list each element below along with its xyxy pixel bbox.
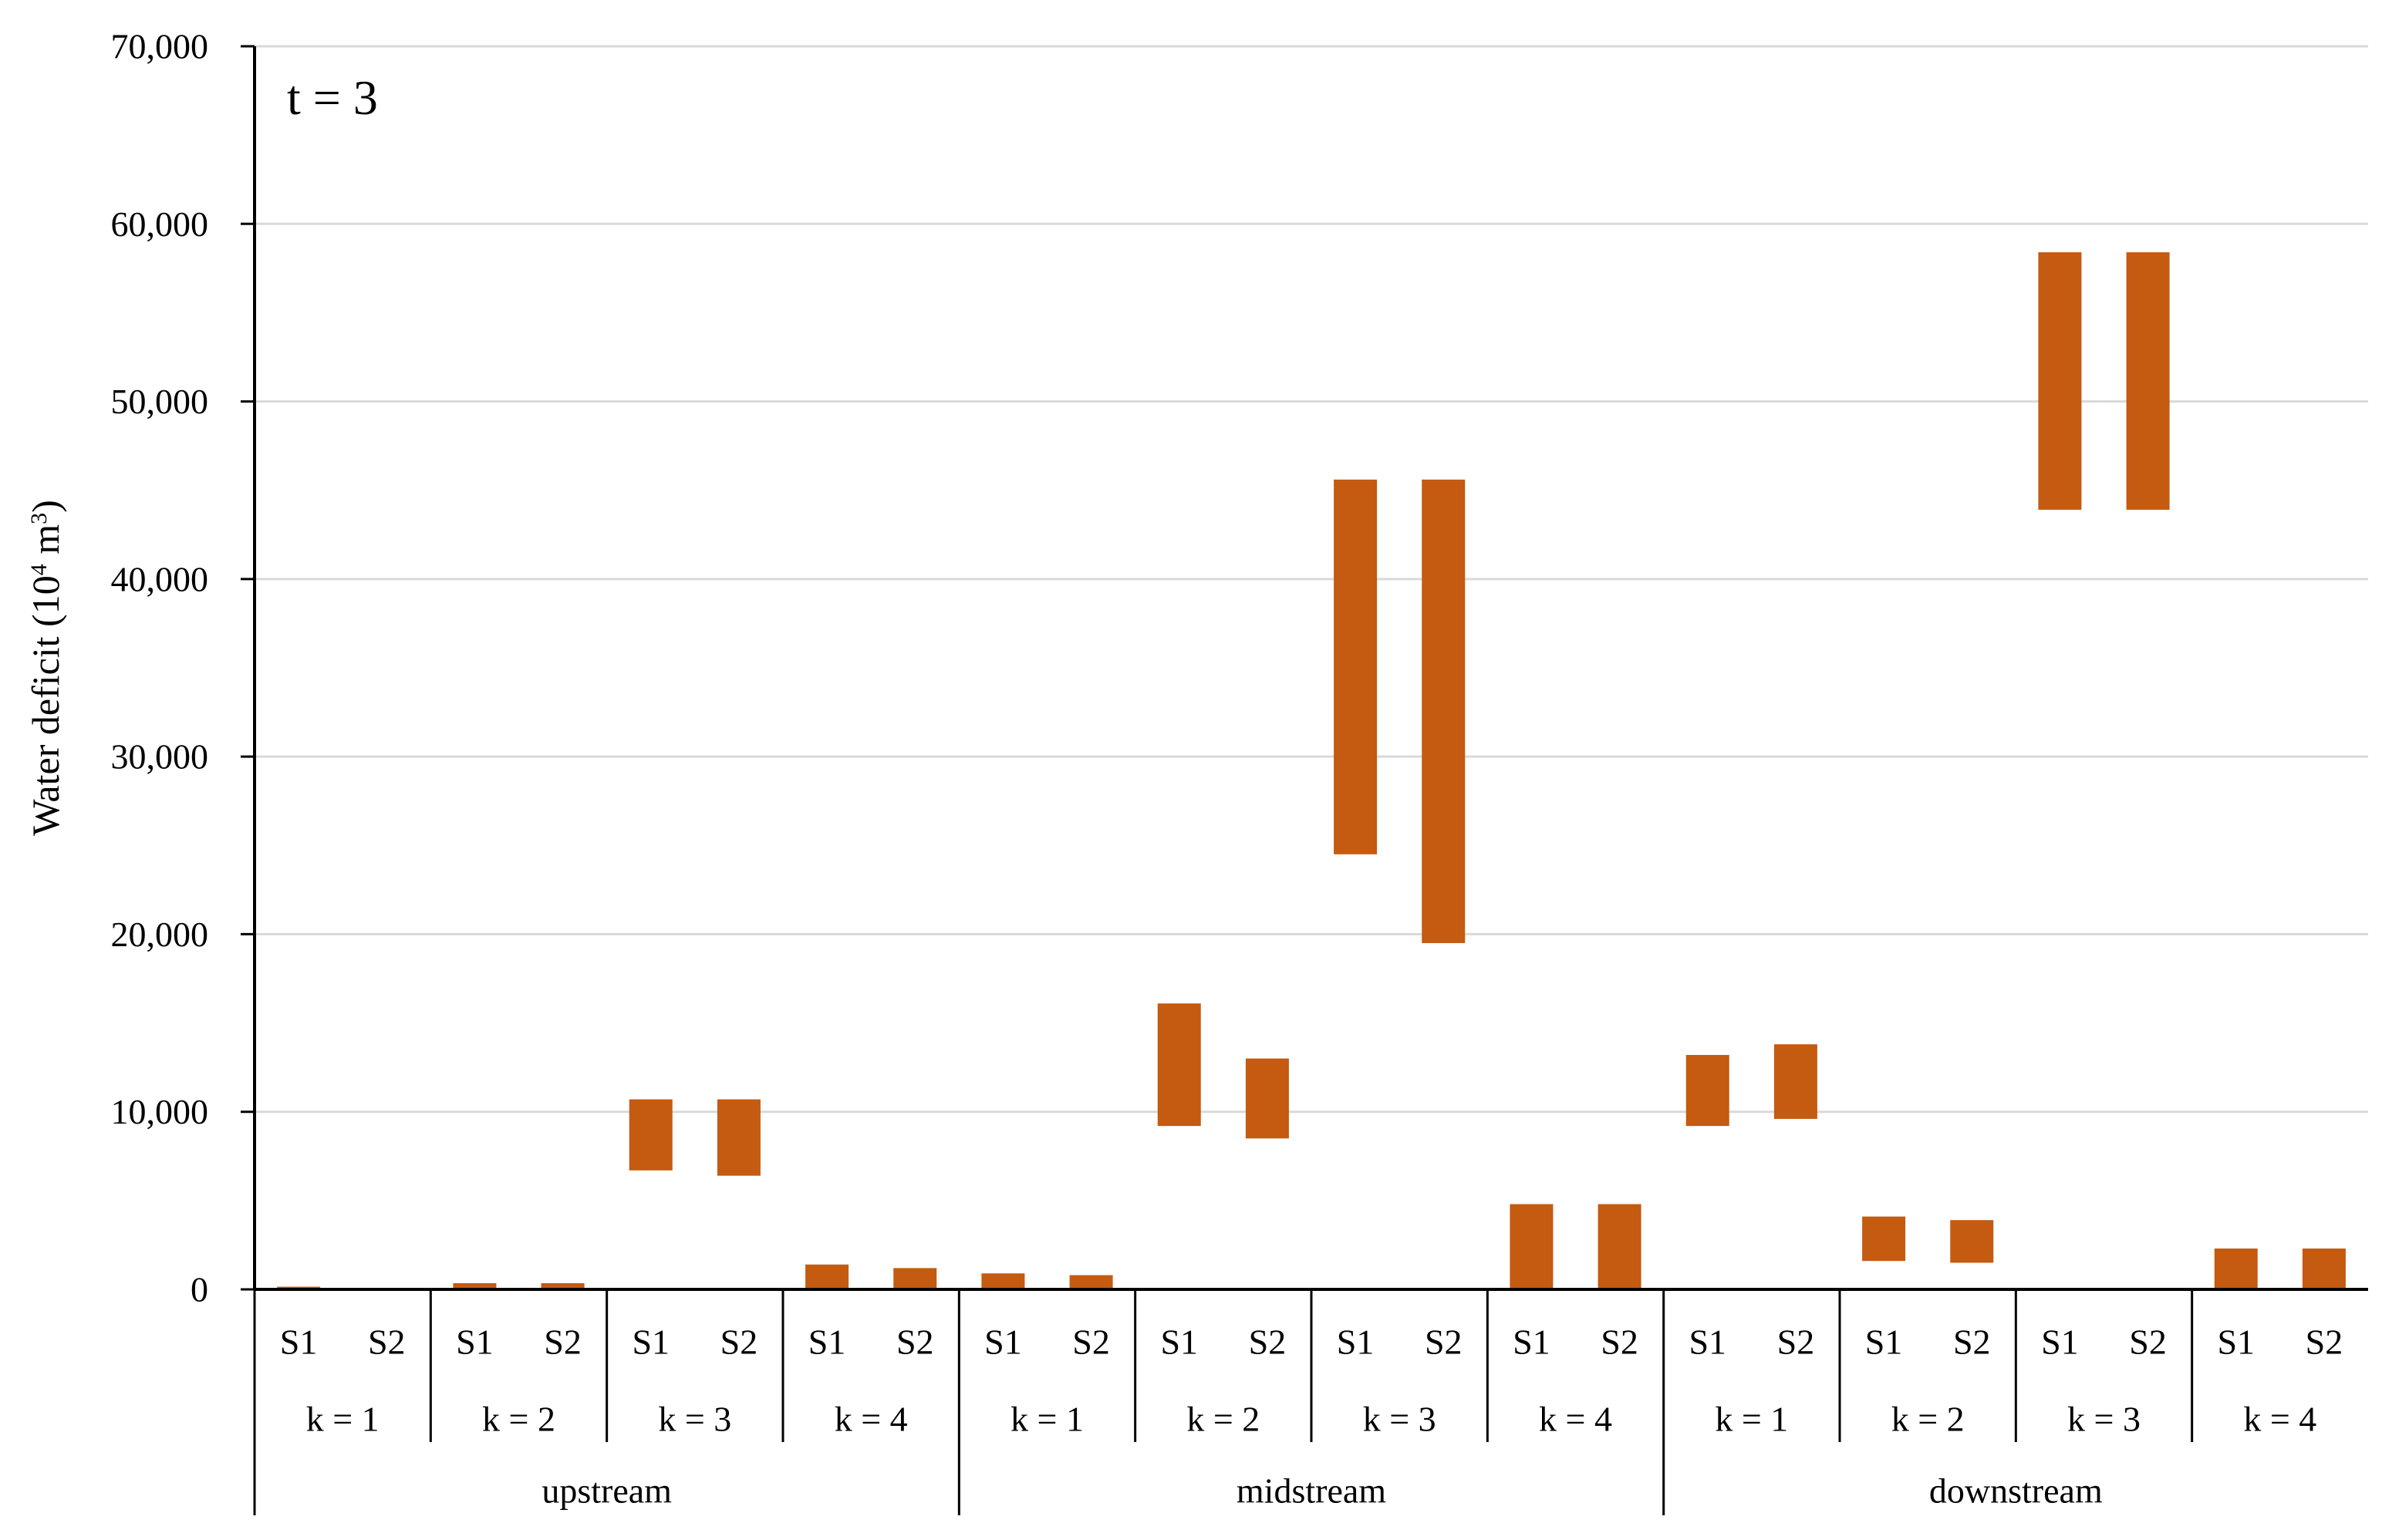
scenario-label: S1 bbox=[632, 1323, 670, 1362]
bar-upstream-k2-s1 bbox=[453, 1282, 497, 1289]
y-axis-label-end: ) bbox=[24, 500, 67, 513]
bar-downstream-k1-s2 bbox=[1773, 1044, 1817, 1119]
k-label: k = 2 bbox=[1891, 1400, 1965, 1439]
y-tick-label: 50,000 bbox=[111, 382, 209, 421]
k-label: k = 1 bbox=[1010, 1400, 1084, 1439]
bar-downstream-k3-s1 bbox=[2038, 252, 2082, 511]
bar-upstream-k4-s1 bbox=[805, 1264, 849, 1289]
bar-upstream-k4-s2 bbox=[893, 1268, 937, 1289]
k-label: k = 2 bbox=[1186, 1400, 1260, 1439]
bar-midstream-k3-s2 bbox=[1422, 479, 1466, 943]
scenario-label: S2 bbox=[1777, 1323, 1815, 1362]
scenario-label: S2 bbox=[720, 1323, 758, 1362]
k-label: k = 3 bbox=[1363, 1400, 1436, 1439]
y-axis-label: Water deficit (104 m3) bbox=[24, 500, 67, 836]
y-axis-label-mid: m bbox=[24, 524, 67, 564]
k-label: k = 2 bbox=[482, 1400, 555, 1439]
scenario-label: S1 bbox=[280, 1323, 318, 1362]
scenario-label: S2 bbox=[368, 1323, 406, 1362]
region-label: downstream bbox=[1929, 1471, 2103, 1511]
scenario-label: S1 bbox=[1689, 1323, 1726, 1362]
bar-downstream-k2-s1 bbox=[1862, 1216, 1906, 1262]
k-label: k = 3 bbox=[658, 1400, 731, 1439]
bar-midstream-k2-s1 bbox=[1157, 1003, 1201, 1127]
scenario-label: S1 bbox=[1513, 1323, 1550, 1362]
y-tick-label: 70,000 bbox=[111, 27, 209, 66]
gridlines bbox=[255, 45, 2368, 1114]
y-tick-label: 0 bbox=[191, 1270, 208, 1309]
bar-downstream-k4-s1 bbox=[2214, 1249, 2258, 1289]
y-tick-label: 30,000 bbox=[111, 737, 209, 777]
scenario-label: S2 bbox=[896, 1323, 934, 1362]
bar-upstream-k3-s1 bbox=[629, 1099, 673, 1171]
region-label: midstream bbox=[1237, 1471, 1386, 1511]
scenario-label: S1 bbox=[808, 1323, 846, 1362]
y-axis-label-sup2: 3 bbox=[26, 513, 52, 524]
y-tick-label: 20,000 bbox=[111, 915, 209, 954]
bar-downstream-k4-s2 bbox=[2302, 1249, 2346, 1289]
scenario-label: S2 bbox=[2129, 1323, 2167, 1362]
bar-midstream-k2-s2 bbox=[1245, 1058, 1289, 1139]
bar-midstream-k4-s2 bbox=[1598, 1204, 1641, 1289]
y-tick-label: 60,000 bbox=[111, 204, 209, 244]
scenario-label: S2 bbox=[1601, 1323, 1638, 1362]
k-label: k = 4 bbox=[2243, 1400, 2316, 1439]
bar-downstream-k3-s2 bbox=[2126, 252, 2170, 511]
region-label: upstream bbox=[542, 1471, 672, 1511]
k-label: k = 4 bbox=[835, 1400, 908, 1439]
bar-midstream-k1-s2 bbox=[1069, 1275, 1113, 1289]
k-label: k = 1 bbox=[1715, 1400, 1788, 1439]
y-axis-label-sup1: 4 bbox=[26, 564, 52, 575]
bar-downstream-k1-s1 bbox=[1685, 1055, 1729, 1127]
k-label: k = 1 bbox=[306, 1400, 380, 1439]
y-tick-labels: 0 10,000 20,000 30,000 40,000 50,000 60,000 70,… bbox=[111, 27, 255, 1309]
y-tick-label: 40,000 bbox=[111, 559, 209, 598]
bars bbox=[277, 252, 2346, 1289]
bar-upstream-k2-s2 bbox=[541, 1282, 585, 1289]
scenario-label: S1 bbox=[456, 1323, 494, 1362]
scenario-label: S1 bbox=[2217, 1323, 2255, 1362]
scenario-label: S1 bbox=[1337, 1323, 1375, 1362]
scenario-label: S2 bbox=[1072, 1323, 1110, 1362]
scenario-label: S1 bbox=[1160, 1323, 1198, 1362]
k-label: k = 4 bbox=[1539, 1400, 1612, 1439]
y-axis-label-main: Water deficit (10 bbox=[24, 575, 67, 835]
x-category-axis: S1 S2 k = 1 S1 S2 k = 2 S1 S2 k = 3 S1 S2 k = 4 upst… bbox=[253, 1289, 2343, 1515]
scenario-label: S2 bbox=[1953, 1323, 1991, 1362]
scenario-label: S2 bbox=[1249, 1323, 1287, 1362]
y-tick-label: 10,000 bbox=[111, 1092, 209, 1131]
scenario-label: S1 bbox=[1865, 1323, 1903, 1362]
bar-midstream-k4-s1 bbox=[1510, 1204, 1554, 1289]
scenario-label: S2 bbox=[2306, 1323, 2343, 1362]
scenario-label: S1 bbox=[2041, 1323, 2079, 1362]
bar-midstream-k3-s1 bbox=[1334, 479, 1378, 854]
bar-midstream-k1-s1 bbox=[981, 1273, 1025, 1289]
axes bbox=[253, 46, 2368, 1291]
scenario-label: S1 bbox=[984, 1323, 1022, 1362]
chart-annotation: t = 3 bbox=[287, 70, 378, 125]
k-label: k = 3 bbox=[2067, 1400, 2141, 1439]
scenario-label: S2 bbox=[1425, 1323, 1463, 1362]
bar-downstream-k2-s2 bbox=[1950, 1220, 1994, 1263]
scenario-label: S2 bbox=[544, 1323, 582, 1362]
bar-upstream-k3-s2 bbox=[717, 1099, 761, 1176]
